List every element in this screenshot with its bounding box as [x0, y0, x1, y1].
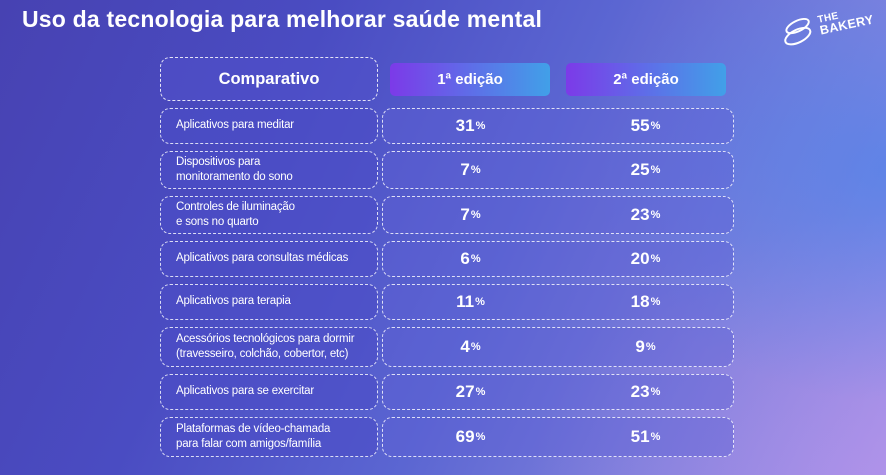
value-2-number: 18	[630, 292, 650, 311]
the-bakery-logo: THE BAKERY	[779, 1, 876, 50]
comparativo-header-cell: Comparativo	[160, 57, 378, 101]
edition-2-header-wrap: 2ª edição	[558, 57, 734, 101]
table-row: Aplicativos para meditar 31% 55%	[160, 108, 734, 144]
row-values: 69% 51%	[382, 417, 734, 457]
value-2-number: 9	[635, 337, 645, 356]
percent-sign: %	[470, 341, 481, 353]
percent-sign: %	[470, 209, 481, 221]
percent-sign: %	[475, 120, 486, 132]
percent-sign: %	[650, 120, 661, 132]
table-row: Controles de iluminação e sons no quarto…	[160, 196, 734, 234]
table-rows: Aplicativos para meditar 31% 55% Disposi…	[160, 108, 734, 457]
value-edition-2: 23%	[558, 197, 733, 233]
value-2-number: 51	[630, 427, 650, 446]
percent-sign: %	[650, 164, 661, 176]
row-label: Aplicativos para meditar	[160, 108, 378, 144]
percent-sign: %	[650, 431, 661, 443]
value-edition-2: 9%	[558, 328, 733, 366]
table-row: Aplicativos para consultas médicas 6% 20…	[160, 241, 734, 277]
value-1-number: 7	[460, 160, 470, 179]
edition-1-header-wrap: 1ª edição	[382, 57, 558, 101]
percent-sign: %	[650, 209, 661, 221]
value-2-number: 23	[630, 205, 650, 224]
value-2-number: 20	[630, 249, 650, 268]
row-label: Dispositivos para monitoramento do sono	[160, 151, 378, 189]
value-edition-1: 27%	[383, 375, 558, 409]
value-1-number: 4	[460, 337, 470, 356]
value-edition-1: 7%	[383, 197, 558, 233]
percent-sign: %	[475, 431, 486, 443]
row-values: 27% 23%	[382, 374, 734, 410]
value-2-number: 23	[630, 382, 650, 401]
percent-sign: %	[475, 296, 485, 308]
value-1-number: 27	[455, 382, 475, 401]
percent-sign: %	[470, 164, 481, 176]
bakery-b-icon	[779, 13, 818, 49]
value-edition-2: 23%	[558, 375, 733, 409]
value-edition-2: 20%	[558, 242, 733, 276]
value-edition-1: 6%	[383, 242, 558, 276]
percent-sign: %	[650, 386, 661, 398]
row-label: Acessórios tecnológicos para dormir (tra…	[160, 327, 378, 367]
table-row: Acessórios tecnológicos para dormir (tra…	[160, 327, 734, 367]
row-label: Aplicativos para se exercitar	[160, 374, 378, 410]
percent-sign: %	[470, 253, 481, 265]
table-row: Dispositivos para monitoramento do sono …	[160, 151, 734, 189]
value-edition-1: 7%	[383, 152, 558, 188]
value-edition-2: 18%	[558, 285, 733, 319]
percent-sign: %	[645, 341, 656, 353]
row-values: 31% 55%	[382, 108, 734, 144]
value-2-number: 55	[630, 116, 650, 135]
table-row: Aplicativos para terapia 11% 18%	[160, 284, 734, 320]
row-values: 4% 9%	[382, 327, 734, 367]
percent-sign: %	[475, 386, 486, 398]
comparison-table: Comparativo 1ª edição 2ª edição Aplicati…	[160, 57, 734, 464]
value-1-number: 31	[455, 116, 475, 135]
value-edition-2: 55%	[558, 109, 733, 143]
row-label: Aplicativos para consultas médicas	[160, 241, 378, 277]
value-1-number: 7	[460, 205, 470, 224]
table-row: Plataformas de vídeo-chamada para falar …	[160, 417, 734, 457]
value-edition-2: 25%	[558, 152, 733, 188]
row-values: 7% 25%	[382, 151, 734, 189]
value-1-number: 11	[456, 292, 475, 311]
value-edition-2: 51%	[558, 418, 733, 456]
edition-1-header-badge: 1ª edição	[390, 62, 550, 96]
value-2-number: 25	[630, 160, 650, 179]
page-title: Uso da tecnologia para melhorar saúde me…	[22, 6, 543, 32]
row-label: Controles de iluminação e sons no quarto	[160, 196, 378, 234]
value-1-number: 6	[460, 249, 470, 268]
edition-2-header-badge: 2ª edição	[566, 62, 726, 96]
logo-text: THE BAKERY	[817, 5, 875, 37]
table-header-row: Comparativo 1ª edição 2ª edição	[160, 57, 734, 101]
edition-headers: 1ª edição 2ª edição	[382, 57, 734, 101]
percent-sign: %	[650, 253, 661, 265]
row-values: 7% 23%	[382, 196, 734, 234]
row-label: Aplicativos para terapia	[160, 284, 378, 320]
table-row: Aplicativos para se exercitar 27% 23%	[160, 374, 734, 410]
value-edition-1: 11%	[383, 285, 558, 319]
value-edition-1: 69%	[383, 418, 558, 456]
value-edition-1: 4%	[383, 328, 558, 366]
row-values: 6% 20%	[382, 241, 734, 277]
row-label: Plataformas de vídeo-chamada para falar …	[160, 417, 378, 457]
percent-sign: %	[650, 296, 661, 308]
value-1-number: 69	[455, 427, 475, 446]
value-edition-1: 31%	[383, 109, 558, 143]
row-values: 11% 18%	[382, 284, 734, 320]
